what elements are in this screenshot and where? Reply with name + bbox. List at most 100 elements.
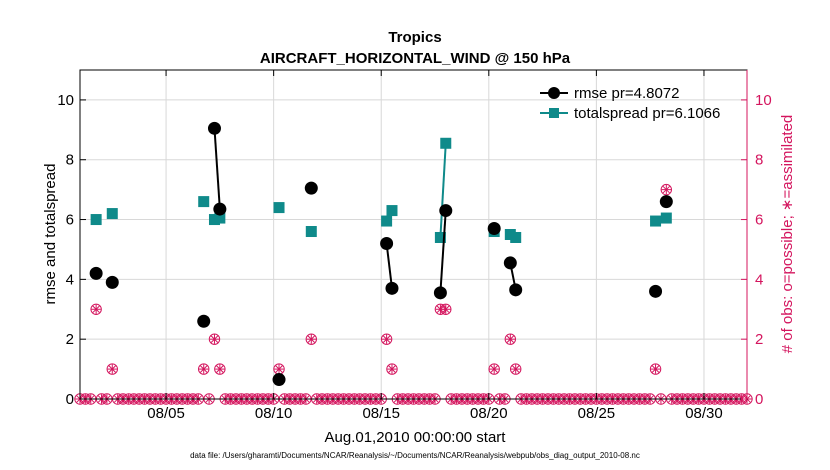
legend: rmse pr=4.8072 totalspread pr=6.1066	[540, 85, 720, 122]
rmse-point	[213, 202, 227, 216]
obs-assimilated-marker	[107, 364, 117, 374]
obs-assimilated-marker	[381, 334, 392, 344]
rmse-point	[433, 286, 447, 300]
x-tick-label: 08/20	[470, 405, 508, 422]
rmse-point	[380, 236, 394, 250]
x-tick-label: 08/25	[578, 405, 616, 422]
x-tick-label: 08/15	[362, 405, 400, 422]
obs-assimilated-marker	[511, 364, 521, 374]
rmse-point	[439, 204, 453, 218]
obs-assimilated-marker	[274, 364, 284, 374]
obs-assimilated-marker	[505, 334, 516, 344]
obs-assimilated-marker	[661, 184, 671, 195]
obs-possible-marker	[504, 333, 517, 345]
rmse-point	[509, 283, 523, 297]
x-tick-label: 08/10	[255, 405, 293, 422]
asterisk-stroke	[490, 365, 498, 373]
obs-assimilated-marker	[306, 334, 316, 344]
totalspread-point	[660, 212, 672, 224]
x-tick-label: 08/30	[685, 405, 723, 422]
obs-possible-marker	[660, 183, 673, 196]
totalspread-line	[439, 143, 447, 238]
obs-assimilated-marker	[215, 364, 225, 374]
asterisk-stroke	[512, 365, 520, 373]
rmse-point	[649, 284, 663, 298]
rmse-point	[659, 195, 673, 209]
y-axis-label: rmse and totalspread	[42, 164, 59, 305]
obs-assimilated-marker	[209, 334, 220, 344]
y2-tick-label: 8	[755, 152, 763, 169]
asterisk-stroke	[388, 365, 396, 373]
obs-assimilated-marker	[387, 364, 397, 374]
chart-title: Tropics	[388, 29, 441, 46]
y-tick-label: 0	[66, 391, 74, 408]
obs-possible-marker	[214, 363, 226, 375]
data-file-footnote: data file: /Users/gharamti/Documents/NCA…	[190, 451, 640, 460]
y-tick-label: 4	[66, 271, 74, 288]
totalspread-point	[650, 215, 662, 227]
obs-possible-marker	[208, 333, 221, 345]
totalspread-point	[214, 212, 226, 224]
rmse-point	[89, 266, 103, 280]
legend-spread-marker	[549, 108, 559, 118]
asterisk-stroke	[210, 335, 219, 343]
y-tick-label: 6	[66, 212, 74, 229]
chart-subtitle: AIRCRAFT_HORIZONTAL_WIND @ 150 hPa	[260, 50, 571, 67]
y2-tick-label: 6	[755, 212, 763, 229]
legend-spread-label: totalspread pr=6.1066	[574, 105, 720, 122]
y2-tick-label: 10	[755, 92, 772, 109]
y2-tick-label: 0	[755, 391, 763, 408]
rmse-point	[385, 281, 399, 295]
rmse-point	[272, 373, 286, 387]
asterisk-stroke	[442, 305, 450, 313]
totalspread-point	[381, 215, 393, 227]
obs-possible-marker	[440, 303, 452, 315]
obs-possible-marker	[649, 363, 662, 375]
obs-possible-marker	[488, 363, 500, 375]
asterisk-stroke	[506, 335, 514, 343]
asterisk-stroke	[651, 365, 660, 373]
rmse-point	[207, 121, 221, 135]
rmse-point	[105, 275, 119, 289]
y-tick-label: 2	[66, 331, 74, 348]
asterisk-stroke	[662, 185, 670, 194]
rmse-line	[213, 128, 221, 210]
obs-assimilated-marker	[199, 364, 209, 374]
asterisk-stroke	[92, 305, 100, 313]
legend-rmse-marker	[548, 87, 560, 99]
asterisk-stroke	[307, 335, 315, 343]
y2-tick-label: 4	[755, 271, 763, 288]
totalspread-point	[106, 208, 118, 220]
totalspread-point	[273, 202, 285, 214]
totalspread-point	[440, 137, 452, 149]
totalspread-point	[198, 196, 210, 208]
obs-assimilated-marker	[441, 304, 451, 314]
obs-assimilated-marker	[489, 364, 499, 374]
totalspread-point	[90, 214, 102, 226]
y2-axis-label: # of obs: o=possible; ∗=assimilated	[779, 115, 796, 354]
totalspread-point	[510, 231, 522, 243]
obs-assimilated-marker	[650, 364, 661, 374]
obs-possible-marker	[386, 363, 398, 375]
rmse-line	[439, 210, 447, 293]
obs-possible-marker	[380, 333, 393, 345]
legend-rmse-label: rmse pr=4.8072	[574, 85, 679, 102]
totalspread-point	[305, 226, 317, 238]
totalspread-point	[434, 231, 446, 243]
y2-tick-label: 2	[755, 331, 763, 348]
x-axis-label: Aug.01,2010 00:00:00 start	[325, 429, 507, 446]
asterisk-stroke	[108, 365, 116, 373]
rmse-point	[487, 222, 501, 236]
rmse-point	[197, 314, 211, 328]
y-tick-label: 10	[57, 92, 74, 109]
asterisk-stroke	[200, 365, 208, 373]
obs-possible-marker	[305, 333, 317, 345]
asterisk-stroke	[275, 365, 283, 373]
rmse-point	[304, 181, 318, 195]
asterisk-stroke	[382, 335, 391, 343]
obs-possible-marker	[198, 363, 210, 375]
asterisk-stroke	[216, 365, 224, 373]
obs-possible-marker	[90, 303, 102, 315]
totalspread-point	[386, 205, 398, 217]
